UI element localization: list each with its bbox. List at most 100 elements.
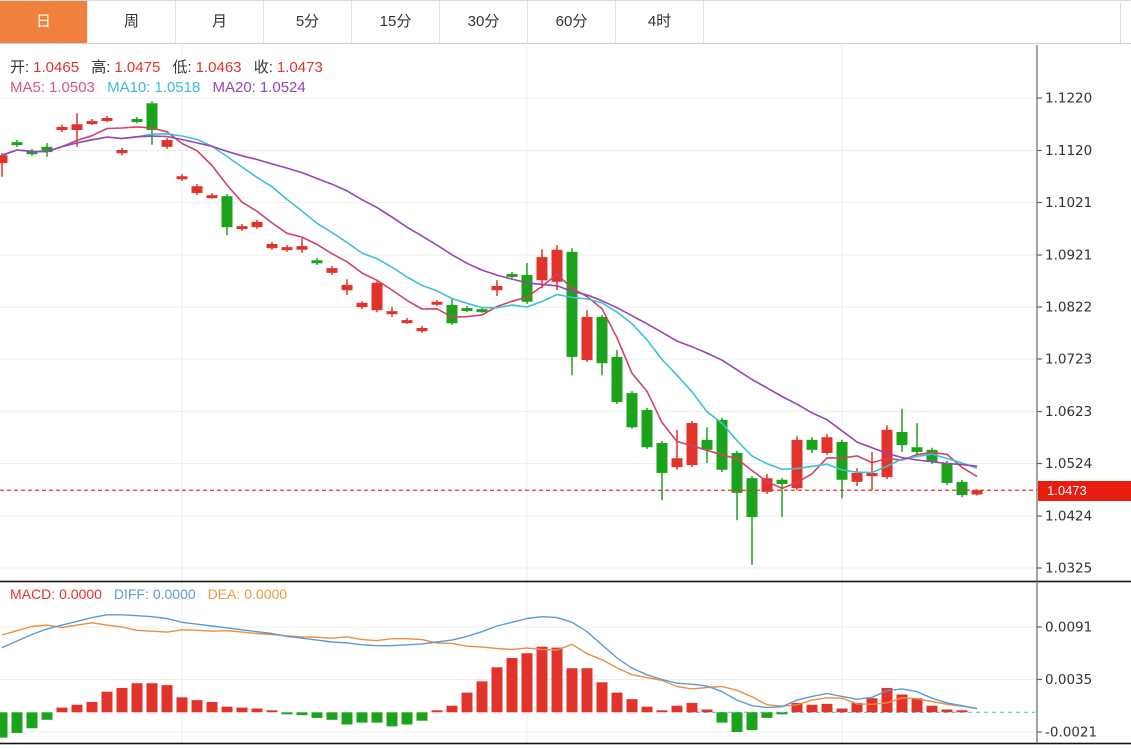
candle-body — [176, 176, 188, 180]
macd-bar — [56, 707, 68, 713]
candle-body — [731, 452, 743, 493]
tab-60min[interactable]: 60分 — [528, 1, 616, 43]
macd-bar — [566, 668, 578, 713]
macd-bar — [116, 687, 128, 713]
tab-week[interactable]: 周 — [88, 1, 176, 43]
ma-lines — [1, 126, 978, 490]
ma-legend: MA5: 1.0503 MA10: 1.0518 MA20: 1.0524 — [10, 79, 314, 96]
axis-label: 1.0921 — [1045, 248, 1092, 264]
candle-body — [341, 284, 353, 291]
macd-bar — [941, 709, 953, 713]
candle-body — [431, 301, 443, 305]
tab-5min[interactable]: 5分 — [264, 1, 352, 43]
candle-body — [461, 308, 473, 312]
macd-bar — [326, 712, 338, 720]
candle-body — [206, 195, 218, 199]
macd-bar — [611, 692, 623, 713]
macd-bar — [731, 712, 743, 732]
candle-body — [116, 149, 128, 154]
tabbar-divider — [1120, 3, 1121, 43]
macd-bar — [791, 702, 803, 713]
candle-body — [671, 458, 683, 468]
candle-body — [446, 304, 458, 324]
candle-body — [401, 320, 413, 324]
macd-bar — [266, 710, 278, 713]
macd-bar — [851, 702, 863, 713]
candle-body — [101, 117, 113, 121]
tab-4hour[interactable]: 4时 — [616, 1, 704, 43]
candle-body — [626, 393, 638, 428]
candle-body — [11, 142, 23, 146]
macd-bar — [866, 698, 878, 713]
macd-bar — [476, 681, 488, 713]
macd-bar — [41, 712, 53, 720]
candle-body — [806, 439, 818, 450]
axis-label: 1.1120 — [1045, 143, 1092, 159]
close-label: 收: — [253, 59, 273, 76]
macd-bar — [146, 683, 158, 713]
candle-body — [851, 472, 863, 482]
candles — [0, 101, 983, 565]
candle-body — [26, 151, 38, 155]
candle-body — [506, 273, 518, 277]
candle-body — [326, 268, 338, 273]
macd-bar — [671, 705, 683, 713]
candle-body — [971, 490, 983, 495]
candle-body — [686, 423, 698, 466]
macd-bar — [11, 712, 23, 733]
macd-bar — [686, 702, 698, 713]
macd-bar — [401, 712, 413, 725]
candle-body — [356, 302, 368, 308]
macd-bar — [656, 710, 668, 713]
candle-body — [86, 121, 98, 125]
ma5-line — [1, 126, 978, 490]
diff-value: 0.0000 — [152, 586, 196, 602]
candle-body — [131, 119, 143, 123]
macd-bar — [71, 704, 83, 713]
macd-bar — [281, 712, 293, 715]
grid-lines — [0, 45, 1037, 744]
macd-bar — [536, 646, 548, 713]
candle-body — [161, 140, 173, 147]
macd-bar — [926, 705, 938, 713]
macd-bar — [371, 712, 383, 723]
macd-bar — [251, 708, 263, 713]
candle-body — [896, 431, 908, 446]
macd-bar — [416, 712, 428, 721]
ma10-value: 1.0518 — [154, 79, 201, 96]
candle-body — [521, 274, 533, 302]
candle-body — [761, 478, 773, 492]
macd-bar — [341, 712, 353, 725]
bottom-border — [0, 742, 1131, 745]
tab-30min[interactable]: 30分 — [440, 1, 528, 43]
axis-label: 0.0035 — [1045, 672, 1092, 688]
macd-bar — [431, 710, 443, 713]
axis-label: 1.1220 — [1045, 91, 1092, 107]
macd-legend: MACD: 0.0000 DIFF: 0.0000 DEA: 0.0000 — [10, 586, 295, 602]
macd-bar — [161, 685, 173, 713]
tab-month[interactable]: 月 — [176, 1, 264, 43]
macd-bars — [0, 646, 968, 738]
macd-bar — [746, 712, 758, 731]
macd-bar — [461, 692, 473, 713]
current-price-tag: 1.0473 — [1038, 481, 1131, 501]
macd-bar — [26, 712, 38, 729]
candle-body — [716, 419, 728, 470]
candle-body — [296, 246, 308, 250]
candle-body — [266, 243, 278, 249]
macd-bar — [761, 712, 773, 718]
axis-label: -0.0021 — [1045, 724, 1097, 740]
candle-body — [656, 443, 668, 473]
tab-15min[interactable]: 15分 — [352, 1, 440, 43]
candle-body — [821, 437, 833, 453]
candle-body — [221, 196, 233, 228]
macd-bar — [236, 707, 248, 713]
macd-bar — [596, 682, 608, 713]
candle-body — [311, 260, 323, 264]
tab-day[interactable]: 日 — [0, 1, 88, 43]
ohlc-legend: 开: 1.0465 高: 1.0475 低: 1.0463 收: 1.0473 — [10, 56, 331, 77]
candle-body — [566, 251, 578, 357]
macd-bar — [191, 700, 203, 713]
